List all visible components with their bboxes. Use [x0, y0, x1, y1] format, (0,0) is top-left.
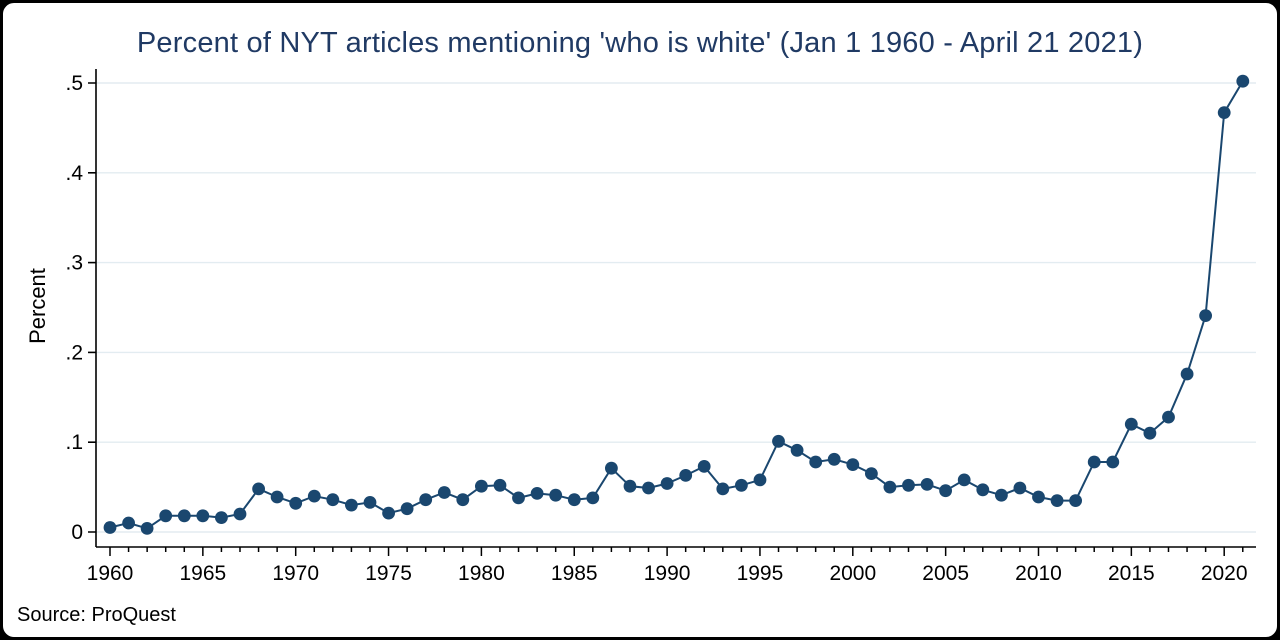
data-point	[753, 473, 767, 487]
data-point	[1013, 481, 1027, 495]
y-tick-label: .5	[65, 72, 83, 95]
y-tick-label: .4	[65, 162, 83, 185]
data-point	[382, 506, 395, 520]
data-point	[883, 480, 897, 494]
data-point	[400, 502, 414, 516]
data-point	[623, 479, 637, 493]
y-tick-label: .3	[65, 252, 83, 275]
chart-title: Percent of NYT articles mentioning 'who …	[136, 27, 1144, 59]
data-point	[1124, 417, 1138, 431]
data-point	[790, 443, 804, 457]
data-point	[326, 493, 340, 507]
data-point	[103, 521, 117, 534]
data-point	[1069, 494, 1082, 507]
data-point	[437, 486, 451, 499]
x-tick-label: 1975	[365, 562, 412, 585]
data-point	[493, 478, 507, 492]
data-point	[846, 458, 860, 471]
data-point	[456, 493, 470, 507]
data-point	[233, 507, 247, 521]
data-point	[939, 484, 952, 498]
data-point	[809, 455, 823, 469]
data-point	[122, 516, 135, 530]
x-tick-label: 1985	[551, 562, 598, 585]
x-tick-label: 2000	[829, 562, 876, 585]
data-point	[920, 478, 934, 491]
data-point	[1217, 106, 1231, 119]
x-tick-label: 2015	[1108, 562, 1155, 585]
x-tick-label: 1995	[737, 562, 784, 585]
data-point	[363, 496, 377, 509]
data-point	[1180, 367, 1194, 381]
data-point	[419, 493, 433, 507]
data-point	[196, 509, 210, 523]
data-point	[1162, 410, 1175, 424]
y-tick-label: 0	[71, 521, 83, 544]
x-tick-label: 1990	[644, 562, 691, 585]
x-tick-label: 2020	[1201, 562, 1248, 585]
data-point	[567, 493, 581, 507]
data-point	[679, 469, 693, 482]
data-point	[976, 483, 990, 497]
data-point	[1032, 490, 1045, 504]
x-tick-label: 1970	[272, 562, 319, 585]
data-point	[177, 509, 191, 523]
data-point	[642, 481, 655, 495]
data-point	[345, 498, 358, 512]
data-point	[902, 478, 915, 492]
data-point	[159, 509, 173, 523]
data-point	[252, 482, 265, 496]
data-point	[1199, 309, 1212, 322]
data-point	[995, 488, 1008, 502]
data-point	[660, 477, 674, 490]
x-tick-label: 1965	[179, 562, 226, 585]
data-point	[475, 479, 488, 493]
data-point	[605, 461, 618, 475]
data-point	[772, 434, 785, 448]
line-chart: 0 .1 .2 .3 .4 .5 1960 1965 1970 1975 1980 1985 1990 1…	[65, 69, 1256, 585]
x-tick-label: 2005	[922, 562, 969, 585]
x-tick-label: 1980	[458, 562, 505, 585]
data-point	[865, 467, 878, 480]
data-point	[289, 496, 303, 510]
data-point	[530, 487, 544, 500]
series-line	[109, 80, 1244, 530]
data-point	[1106, 455, 1120, 469]
data-point	[1143, 426, 1157, 440]
data-point	[697, 460, 711, 473]
data-point	[140, 522, 154, 535]
data-point	[512, 491, 525, 505]
data-point	[270, 490, 284, 504]
y-tick-label: .2	[65, 341, 83, 364]
data-point	[1050, 494, 1064, 507]
data-point	[735, 478, 748, 492]
data-point	[827, 452, 841, 466]
data-point	[215, 511, 228, 524]
data-point	[586, 491, 600, 505]
x-tick-label: 2010	[1015, 562, 1062, 585]
data-point	[549, 488, 563, 502]
source-note: Source: ProQuest	[17, 604, 176, 626]
data-point	[1087, 455, 1101, 469]
data-point	[307, 489, 321, 503]
data-point	[1236, 74, 1250, 88]
data-point	[716, 482, 730, 496]
data-point	[957, 473, 971, 487]
y-tick-label: .1	[65, 431, 83, 454]
x-tick-label: 1960	[87, 562, 134, 585]
